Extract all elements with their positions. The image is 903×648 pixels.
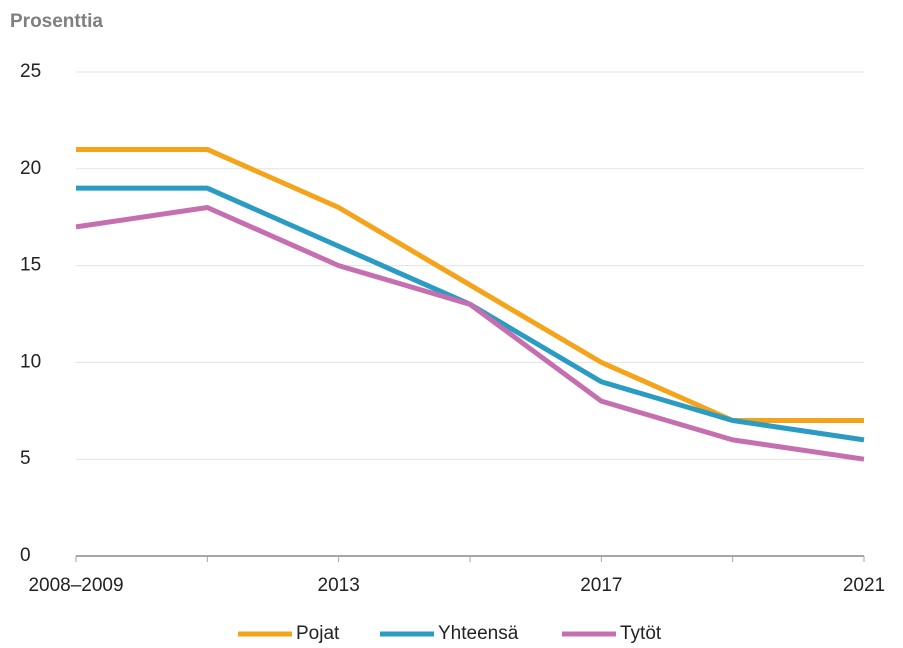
- legend-label: Tytöt: [620, 623, 662, 644]
- y-tick-label: 5: [20, 448, 31, 469]
- y-tick-label: 25: [20, 61, 41, 82]
- y-tick-label: 0: [20, 545, 31, 566]
- chart-title: Prosenttia: [10, 11, 103, 32]
- legend-label: Yhteensä: [438, 623, 519, 644]
- y-tick-label: 10: [20, 351, 41, 372]
- series-line: [76, 185, 865, 443]
- x-tick-label: 2008–2009: [28, 575, 123, 596]
- series-line: [75, 205, 865, 462]
- x-tick-label: 2017: [580, 575, 622, 596]
- y-tick-label: 15: [20, 255, 41, 276]
- y-tick-label: 20: [20, 158, 41, 179]
- x-tick-label: 2013: [318, 575, 360, 596]
- legend-label: Pojat: [296, 623, 340, 644]
- x-tick-label: 2021: [843, 575, 885, 596]
